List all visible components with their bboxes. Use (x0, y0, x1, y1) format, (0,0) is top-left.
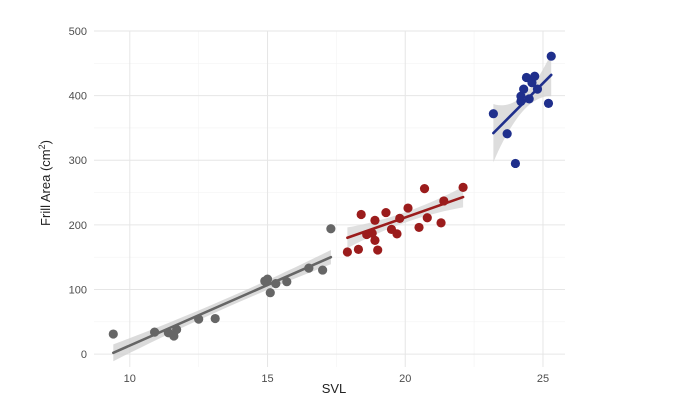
data-point (422, 213, 432, 223)
y-tick-label: 400 (69, 91, 87, 103)
data-point (392, 229, 402, 239)
data-point (519, 84, 529, 94)
x-tick-label: 15 (261, 373, 273, 385)
data-point (543, 98, 554, 108)
data-point (436, 218, 446, 228)
data-point (373, 245, 383, 255)
data-point (414, 222, 424, 233)
data-point (510, 158, 521, 169)
data-point (488, 109, 498, 119)
tick-labels: 10 15 20 25 0 100 200 300 400 500 (69, 26, 549, 385)
data-point (524, 94, 534, 104)
data-point (502, 129, 512, 139)
data-point (265, 288, 275, 298)
data-point (318, 265, 328, 275)
data-point (194, 314, 204, 324)
data-point (271, 279, 281, 289)
data-point (210, 313, 220, 324)
data-point (108, 329, 118, 339)
x-tick-label: 25 (537, 373, 549, 385)
data-point (532, 84, 543, 94)
data-point (367, 228, 377, 238)
data-point (356, 209, 366, 220)
data-points (108, 51, 556, 341)
data-point (419, 184, 430, 194)
y-tick-label: 500 (69, 26, 87, 38)
data-point (282, 277, 292, 287)
data-point (439, 196, 449, 206)
data-point (326, 224, 336, 234)
fit-lines (111, 73, 553, 355)
confidence-bands (113, 53, 552, 362)
x-tick-label: 20 (399, 373, 411, 385)
y-tick-label: 300 (69, 155, 87, 167)
data-point (172, 324, 182, 335)
data-point (149, 327, 160, 337)
data-point (342, 247, 353, 257)
y-tick-label: 0 (81, 349, 87, 361)
grid (94, 30, 565, 367)
data-point (353, 244, 364, 254)
data-point (458, 182, 468, 192)
data-point (381, 207, 391, 218)
data-point (516, 91, 526, 101)
y-tick-label: 200 (69, 220, 87, 232)
data-point (395, 213, 405, 223)
confidence-band (493, 53, 552, 163)
data-point (403, 203, 413, 213)
data-point (546, 51, 556, 61)
x-axis-title: SVL (322, 381, 347, 396)
y-axis-title-suffix: ) (38, 140, 53, 144)
regression-line (111, 255, 333, 355)
y-axis-title-main: Frill Area (cm (38, 149, 53, 226)
data-point (262, 274, 273, 284)
y-tick-label: 100 (69, 284, 87, 296)
data-point (370, 215, 380, 225)
data-point (304, 263, 314, 273)
data-point (530, 71, 540, 81)
y-axis-title: Frill Area (cm2) (37, 140, 53, 226)
y-axis-title-superscript: 2 (37, 144, 47, 149)
x-tick-label: 10 (124, 373, 136, 385)
data-point (370, 235, 380, 245)
